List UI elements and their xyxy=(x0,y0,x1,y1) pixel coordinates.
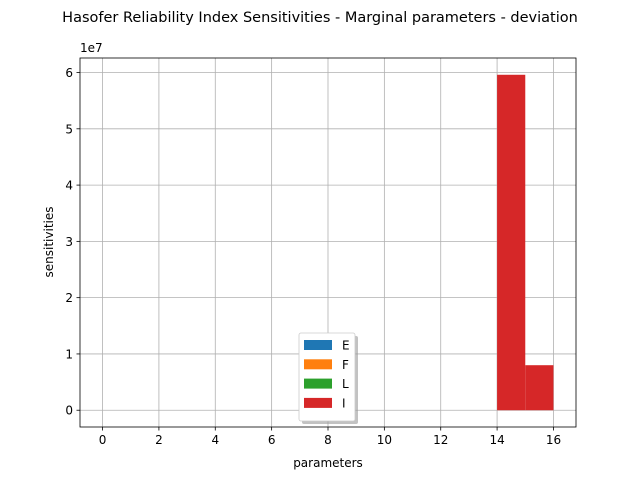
y-tick-label: 0 xyxy=(65,404,73,418)
legend-label-L: L xyxy=(342,377,349,391)
x-tick-label: 6 xyxy=(268,433,276,447)
legend-swatch-I xyxy=(304,397,332,408)
x-tick-label: 12 xyxy=(433,433,448,447)
y-tick-label: 5 xyxy=(65,122,73,136)
legend-swatch-L xyxy=(304,378,332,389)
legend-swatch-E xyxy=(304,340,332,350)
y-axis-multiplier: 1e7 xyxy=(80,41,103,55)
bar-I xyxy=(497,74,526,411)
x-tick-label: 4 xyxy=(211,433,219,447)
x-axis-label: parameters xyxy=(293,456,363,470)
x-tick-label: 0 xyxy=(99,433,107,447)
y-tick-label: 4 xyxy=(65,179,73,193)
y-tick-label: 3 xyxy=(65,235,73,249)
x-tick-label: 2 xyxy=(155,433,163,447)
y-tick-label: 2 xyxy=(65,291,73,305)
y-axis-ticks: 0 1 2 3 4 5 6 xyxy=(65,66,80,418)
bar-I xyxy=(525,365,554,411)
x-axis-ticks: 0 2 4 6 8 10 12 14 16 xyxy=(99,427,561,447)
legend-swatch-F xyxy=(304,359,332,370)
x-tick-label: 16 xyxy=(546,433,561,447)
legend-label-E: E xyxy=(342,339,350,353)
x-tick-label: 14 xyxy=(489,433,504,447)
x-tick-label: 8 xyxy=(324,433,332,447)
legend-label-I: I xyxy=(342,396,346,410)
y-axis-label: sensitivities xyxy=(42,207,56,278)
chart-title: Hasofer Reliability Index Sensitivities … xyxy=(62,10,578,26)
bars xyxy=(497,74,554,411)
y-tick-label: 6 xyxy=(65,66,73,80)
y-tick-label: 1 xyxy=(65,347,73,361)
legend-label-F: F xyxy=(342,358,349,372)
x-tick-label: 10 xyxy=(377,433,392,447)
